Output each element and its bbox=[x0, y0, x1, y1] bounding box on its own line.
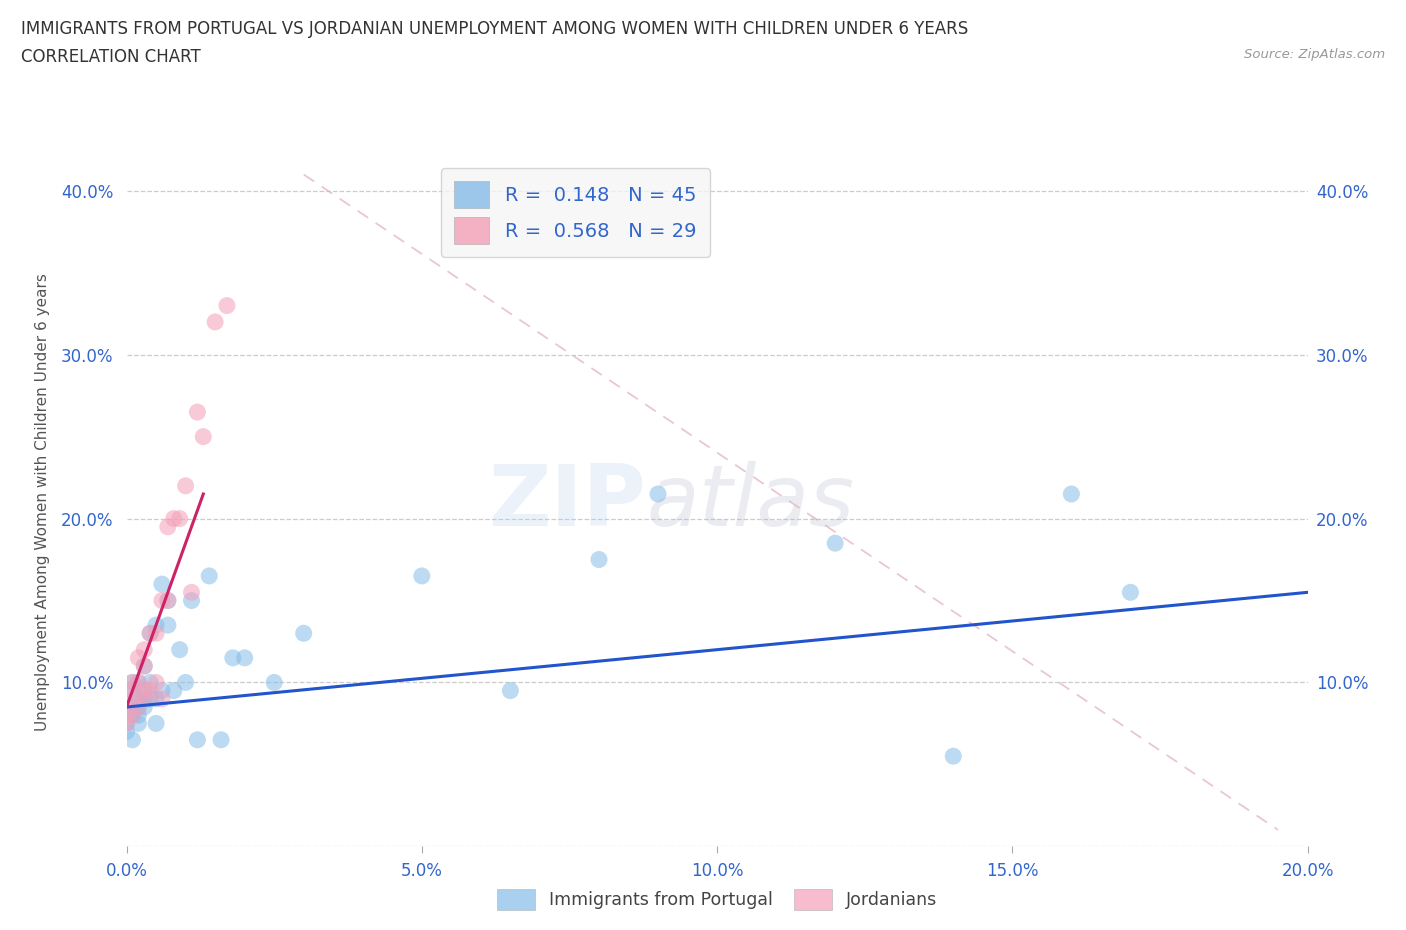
Point bbox=[115, 684, 138, 698]
Point bbox=[824, 536, 846, 551]
Point bbox=[942, 749, 965, 764]
Point bbox=[292, 626, 315, 641]
Point bbox=[134, 684, 156, 698]
Text: IMMIGRANTS FROM PORTUGAL VS JORDANIAN UNEMPLOYMENT AMONG WOMEN WITH CHILDREN UND: IMMIGRANTS FROM PORTUGAL VS JORDANIAN UN… bbox=[21, 20, 969, 38]
Point bbox=[163, 512, 186, 526]
Point bbox=[145, 691, 167, 706]
Point bbox=[233, 650, 256, 665]
Point bbox=[127, 675, 149, 690]
Point bbox=[156, 593, 179, 608]
Point bbox=[180, 585, 202, 600]
Point bbox=[215, 299, 238, 313]
Text: ZIP: ZIP bbox=[488, 460, 647, 544]
Point bbox=[169, 512, 191, 526]
Point bbox=[115, 708, 138, 723]
Point bbox=[134, 699, 156, 714]
Point bbox=[121, 708, 143, 723]
Point bbox=[121, 675, 143, 690]
Point bbox=[139, 684, 162, 698]
Point bbox=[127, 699, 149, 714]
Point bbox=[139, 626, 162, 641]
Point bbox=[647, 486, 669, 501]
Point bbox=[150, 593, 173, 608]
Point bbox=[127, 708, 149, 723]
Point bbox=[1119, 585, 1142, 600]
Y-axis label: Unemployment Among Women with Children Under 6 years: Unemployment Among Women with Children U… bbox=[35, 273, 49, 731]
Point bbox=[127, 675, 149, 690]
Point bbox=[156, 618, 179, 632]
Point bbox=[150, 691, 173, 706]
Point bbox=[186, 405, 208, 419]
Point bbox=[1060, 486, 1083, 501]
Point bbox=[134, 691, 156, 706]
Point bbox=[121, 675, 143, 690]
Point bbox=[411, 568, 433, 583]
Point bbox=[145, 716, 167, 731]
Point bbox=[134, 658, 156, 673]
Point bbox=[115, 724, 138, 739]
Point bbox=[204, 314, 226, 329]
Point bbox=[121, 691, 143, 706]
Point bbox=[145, 675, 167, 690]
Point bbox=[150, 577, 173, 591]
Point bbox=[180, 593, 202, 608]
Point bbox=[134, 643, 156, 658]
Point bbox=[127, 650, 149, 665]
Point bbox=[198, 568, 221, 583]
Legend: Immigrants from Portugal, Jordanians: Immigrants from Portugal, Jordanians bbox=[491, 882, 943, 917]
Point bbox=[499, 684, 522, 698]
Point bbox=[127, 691, 149, 706]
Point bbox=[115, 716, 138, 731]
Point bbox=[139, 626, 162, 641]
Point bbox=[150, 684, 173, 698]
Point bbox=[145, 626, 167, 641]
Text: CORRELATION CHART: CORRELATION CHART bbox=[21, 48, 201, 66]
Point bbox=[134, 658, 156, 673]
Point bbox=[209, 732, 232, 747]
Point bbox=[156, 593, 179, 608]
Point bbox=[169, 643, 191, 658]
Point bbox=[134, 684, 156, 698]
Point bbox=[127, 699, 149, 714]
Legend: R =  0.148   N = 45, R =  0.568   N = 29: R = 0.148 N = 45, R = 0.568 N = 29 bbox=[440, 167, 710, 258]
Point bbox=[134, 691, 156, 706]
Point bbox=[145, 618, 167, 632]
Point bbox=[222, 650, 245, 665]
Point bbox=[186, 732, 208, 747]
Point bbox=[121, 684, 143, 698]
Point bbox=[127, 716, 149, 731]
Point bbox=[156, 519, 179, 534]
Point bbox=[121, 699, 143, 714]
Point bbox=[193, 430, 215, 445]
Point bbox=[163, 684, 186, 698]
Point bbox=[263, 675, 285, 690]
Text: atlas: atlas bbox=[647, 460, 855, 544]
Point bbox=[121, 732, 143, 747]
Point bbox=[139, 675, 162, 690]
Point bbox=[174, 478, 197, 493]
Point bbox=[115, 716, 138, 731]
Point bbox=[588, 552, 610, 567]
Text: Source: ZipAtlas.com: Source: ZipAtlas.com bbox=[1244, 48, 1385, 61]
Point bbox=[121, 708, 143, 723]
Point bbox=[139, 691, 162, 706]
Point bbox=[174, 675, 197, 690]
